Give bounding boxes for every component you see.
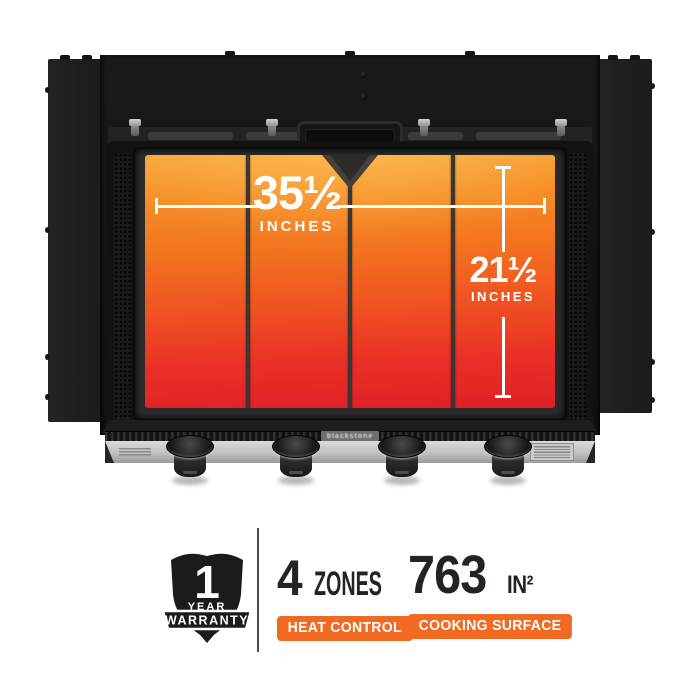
- width-value: 35½: [252, 166, 342, 219]
- panel-tab: [608, 55, 618, 60]
- panel-tab: [465, 51, 475, 56]
- spec-label-right: [530, 443, 574, 461]
- knob-top: [272, 435, 320, 458]
- brand-plate-text: blackstone: [326, 432, 374, 440]
- rivet: [650, 397, 655, 403]
- zone-divider: [348, 155, 352, 408]
- panel-tab: [630, 55, 640, 60]
- heat-control-badge: HEAT CONTROL: [277, 616, 413, 641]
- panel-tab: [82, 55, 92, 60]
- mounting-clip: [129, 119, 141, 136]
- left-side-panel: [45, 55, 102, 422]
- width-dim-tick-right: [543, 198, 546, 214]
- warranty-number: 1: [194, 556, 220, 608]
- rail-slot: [148, 132, 233, 140]
- perforated-vent-right: [569, 153, 586, 425]
- burner-knob-4: [484, 435, 532, 485]
- depth-dimension-label: 21½ INCHES: [452, 249, 554, 305]
- warranty-banner: [162, 609, 252, 631]
- depth-dim-line-bottom: [502, 317, 505, 396]
- shield-point: [195, 629, 219, 643]
- cooking-surface: [145, 155, 555, 408]
- rivet: [45, 227, 50, 233]
- depth-dim-tick-bottom: [495, 395, 511, 398]
- zones-value: 4: [277, 550, 303, 606]
- rivet: [650, 359, 655, 365]
- area-value: 763: [408, 545, 487, 605]
- grease-notch-inner: [330, 155, 370, 181]
- width-dimension-label: 35½ INCHES: [240, 166, 354, 235]
- zone-divider: [245, 155, 250, 408]
- front-ledge: [102, 420, 598, 433]
- knob-shadow: [384, 476, 420, 485]
- burner-knob-3: [378, 435, 426, 485]
- burner-knob-1: [166, 435, 214, 485]
- knob-shadow: [490, 476, 526, 485]
- rivet: [650, 229, 655, 235]
- panel-tab: [60, 55, 70, 60]
- knob-shadow: [172, 476, 208, 485]
- mounting-clip: [418, 119, 430, 136]
- zones-feature: 4 ZONES HEAT CONTROL: [277, 553, 431, 641]
- panel-tab: [225, 51, 235, 56]
- warranty-banner-text: WARRANTY: [165, 614, 249, 628]
- depth-dim-tick-top: [495, 166, 511, 169]
- zone-divider: [450, 155, 455, 408]
- zones-label: ZONES: [313, 565, 382, 603]
- perforated-vent-left: [114, 153, 131, 425]
- width-dim-line-right: [337, 205, 544, 208]
- burner-knob-2: [272, 435, 320, 485]
- rail-slot: [408, 132, 463, 140]
- width-unit: INCHES: [259, 217, 335, 235]
- panel-tab: [345, 51, 355, 56]
- width-dim-line-left: [157, 205, 258, 208]
- feature-divider: [257, 528, 259, 652]
- cooking-surface-badge: COOKING SURFACE: [408, 614, 573, 639]
- rail-slot: [476, 132, 561, 140]
- knob-shadow: [278, 476, 314, 485]
- vent-hole: [360, 71, 367, 78]
- knob-top: [166, 435, 214, 458]
- rivet: [45, 354, 50, 360]
- warranty-shield-badge: 1 YEAR WARRANTY: [162, 553, 252, 643]
- griddle-body: [100, 51, 600, 437]
- control-panel-strip: [105, 441, 595, 463]
- rail-slot: [246, 132, 301, 140]
- depth-value: 21½: [469, 249, 537, 290]
- mounting-clip: [266, 119, 278, 136]
- brand-plate: blackstone: [321, 431, 379, 441]
- rivet: [650, 83, 655, 89]
- mounting-clip: [555, 119, 567, 136]
- spec-label-left: [119, 448, 151, 457]
- cooking-area-feature: 763 IN² COOKING SURFACE: [408, 548, 577, 639]
- width-dim-tick-left: [155, 198, 158, 214]
- right-side-panel: [598, 55, 655, 413]
- area-unit: IN²: [507, 571, 534, 599]
- rivet: [45, 394, 50, 400]
- knob-top: [378, 435, 426, 458]
- vent-hole: [360, 93, 367, 100]
- knob-top: [484, 435, 532, 458]
- rivet: [45, 87, 50, 93]
- depth-unit: INCHES: [470, 289, 536, 305]
- depth-dim-line-top: [502, 168, 505, 252]
